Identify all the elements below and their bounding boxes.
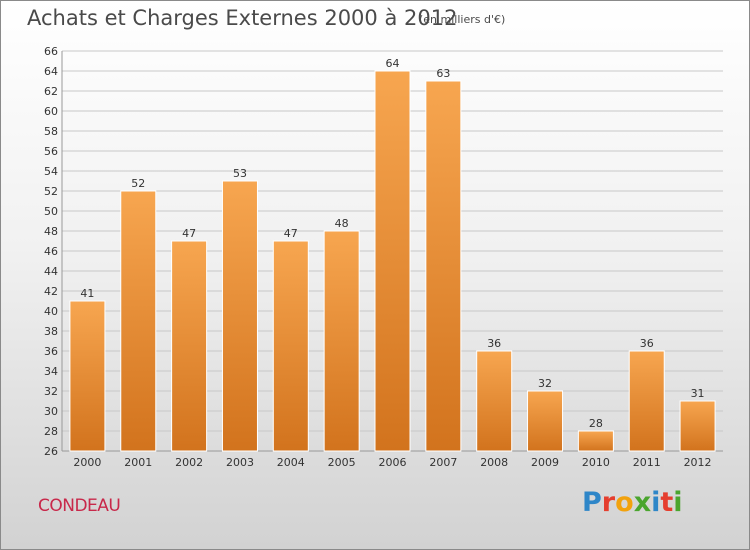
brand-letter: i	[673, 487, 683, 518]
y-tick-label: 28	[44, 425, 58, 438]
y-tick-label: 30	[44, 405, 58, 418]
x-tick-label: 2011	[633, 456, 661, 469]
x-tick-label: 2005	[328, 456, 356, 469]
bar-value-label: 47	[182, 227, 196, 240]
bar-value-label: 32	[538, 377, 552, 390]
bar-value-label: 53	[233, 167, 247, 180]
x-tick-label: 2001	[124, 456, 152, 469]
y-tick-label: 64	[44, 65, 58, 78]
y-tick-label: 60	[44, 105, 58, 118]
y-tick-label: 42	[44, 285, 58, 298]
x-tick-label: 2012	[684, 456, 712, 469]
y-tick-label: 44	[44, 265, 58, 278]
brand-letter: x	[633, 487, 652, 518]
y-tick-label: 46	[44, 245, 58, 258]
bar	[577, 430, 614, 452]
x-tick-label: 2002	[175, 456, 203, 469]
bar-value-label: 41	[80, 287, 94, 300]
bar-value-label: 36	[487, 337, 501, 350]
y-tick-label: 62	[44, 85, 58, 98]
y-tick-label: 58	[44, 125, 58, 138]
chart-title: Achats et Charges Externes 2000 à 2012	[27, 6, 458, 30]
brand-letter: t	[660, 487, 674, 518]
y-tick-label: 32	[44, 385, 58, 398]
x-tick-label: 2003	[226, 456, 254, 469]
bar	[628, 350, 665, 452]
bar	[171, 240, 208, 452]
brand-letter: o	[615, 487, 634, 518]
bar-value-label: 48	[335, 217, 349, 230]
bar	[272, 240, 309, 452]
x-tick-label: 2006	[379, 456, 407, 469]
bar	[323, 230, 360, 452]
y-tick-label: 54	[44, 165, 58, 178]
bar	[374, 70, 411, 452]
bar	[120, 190, 157, 452]
bar	[221, 180, 258, 452]
y-tick-label: 26	[44, 445, 58, 458]
bar-value-label: 52	[131, 177, 145, 190]
y-tick-label: 56	[44, 145, 58, 158]
y-tick-label: 36	[44, 345, 58, 358]
y-tick-label: 50	[44, 205, 58, 218]
x-tick-label: 2007	[429, 456, 457, 469]
bar-value-label: 36	[640, 337, 654, 350]
chart-subtitle: (en milliers d'€)	[419, 13, 506, 26]
y-tick-label: 34	[44, 365, 58, 378]
x-tick-label: 2009	[531, 456, 559, 469]
bar-value-label: 63	[436, 67, 450, 80]
x-tick-label: 2000	[73, 456, 101, 469]
y-tick-label: 38	[44, 325, 58, 338]
bar	[425, 80, 462, 452]
y-tick-label: 66	[44, 45, 58, 58]
bar	[476, 350, 513, 452]
bar-value-label: 28	[589, 417, 603, 430]
brand-letter: P	[582, 487, 602, 518]
y-tick-label: 52	[44, 185, 58, 198]
y-tick-label: 48	[44, 225, 58, 238]
x-tick-label: 2004	[277, 456, 305, 469]
bar	[69, 300, 106, 452]
x-tick-label: 2010	[582, 456, 610, 469]
bar-value-label: 47	[284, 227, 298, 240]
x-tick-label: 2008	[480, 456, 508, 469]
bar-value-label: 31	[691, 387, 705, 400]
y-tick-label: 40	[44, 305, 58, 318]
brand-logo: Proxiti	[582, 487, 683, 518]
bar	[527, 390, 564, 452]
commune-name: CONDEAU	[38, 496, 121, 516]
bar-value-label: 64	[386, 57, 400, 70]
brand-letter: i	[651, 487, 661, 518]
bar	[679, 400, 716, 452]
brand-letter: r	[601, 487, 616, 518]
